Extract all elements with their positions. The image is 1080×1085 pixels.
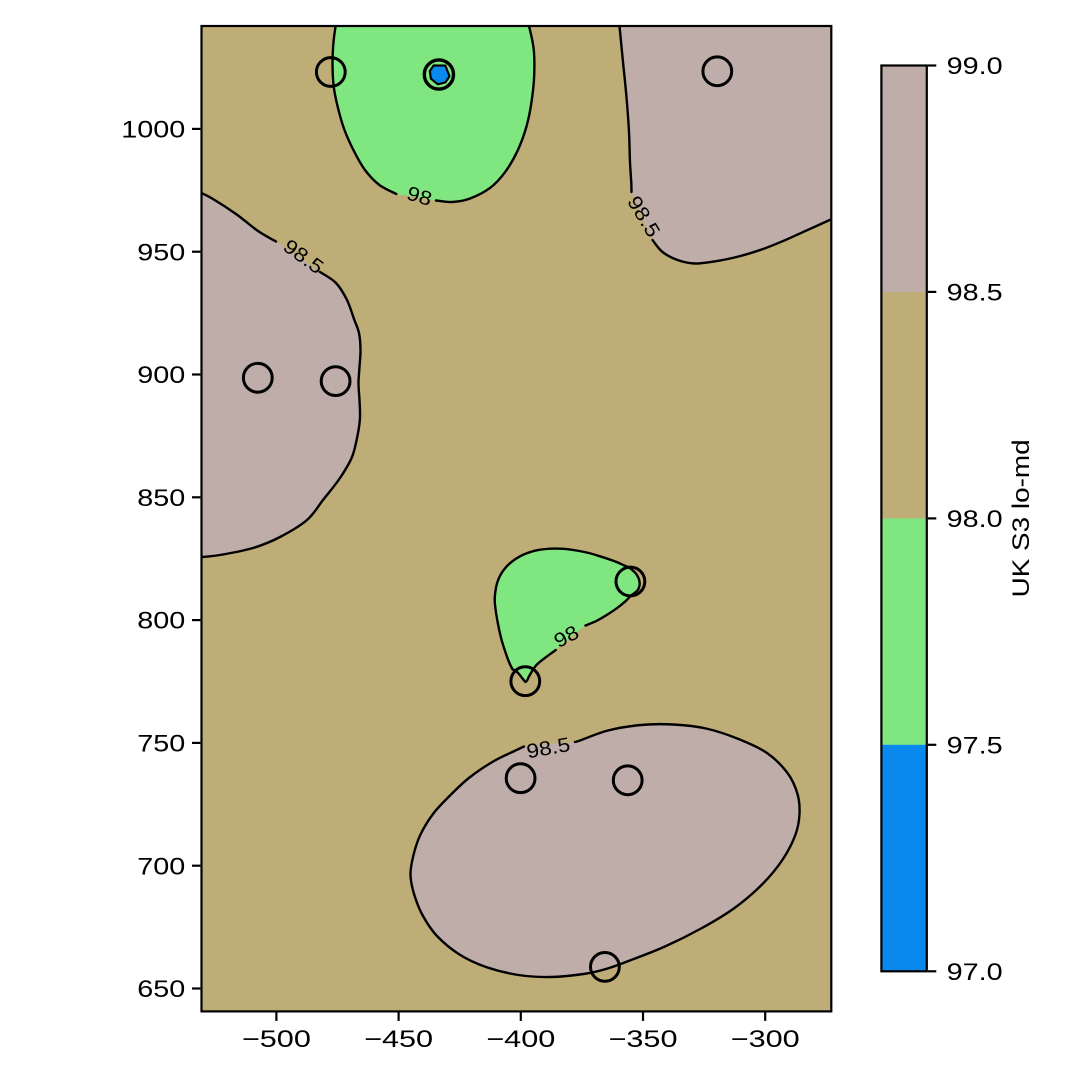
svg-text:97.5: 97.5 <box>947 732 1003 759</box>
svg-text:750: 750 <box>137 731 185 758</box>
svg-text:−500: −500 <box>242 1026 311 1053</box>
svg-text:950: 950 <box>137 239 185 266</box>
svg-text:850: 850 <box>137 485 185 512</box>
svg-text:97.0: 97.0 <box>947 959 1003 986</box>
svg-text:700: 700 <box>137 853 185 880</box>
svg-text:−300: −300 <box>731 1026 800 1053</box>
svg-text:−350: −350 <box>609 1026 678 1053</box>
svg-text:99.0: 99.0 <box>947 53 1003 80</box>
svg-text:−400: −400 <box>486 1026 555 1053</box>
svg-text:−450: −450 <box>364 1026 433 1053</box>
svg-text:1000: 1000 <box>121 117 185 144</box>
svg-text:98.0: 98.0 <box>947 506 1003 533</box>
svg-text:UK S3 lo-md: UK S3 lo-md <box>1008 439 1035 597</box>
svg-text:800: 800 <box>137 608 185 635</box>
svg-text:650: 650 <box>137 976 185 1003</box>
svg-text:900: 900 <box>137 362 185 389</box>
svg-text:98.5: 98.5 <box>947 280 1003 307</box>
